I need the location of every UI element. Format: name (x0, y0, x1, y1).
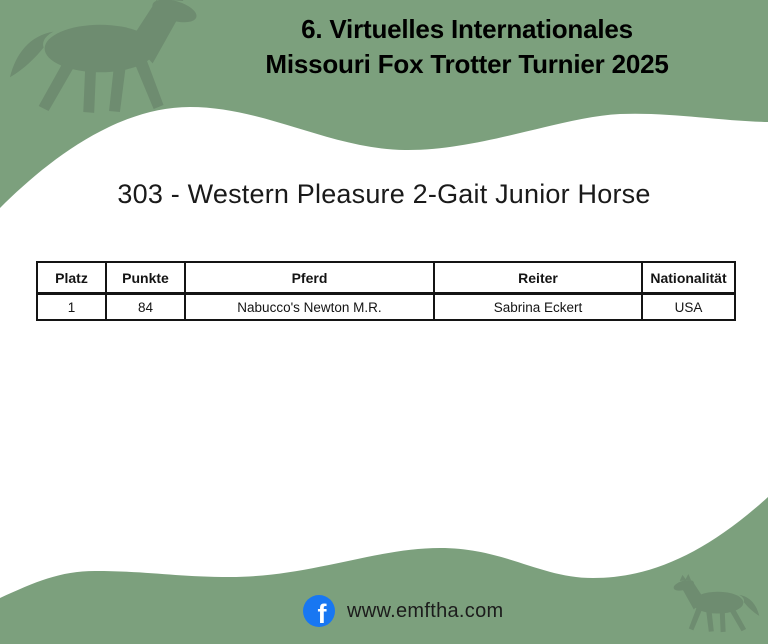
event-title-line1: 6. Virtuelles Internationales (301, 14, 633, 44)
column-header-reiter: Reiter (433, 261, 643, 295)
website-url: www.emftha.com (347, 600, 504, 622)
cell-pferd: Nabucco's Newton M.R. (184, 292, 435, 321)
facebook-icon: f (303, 595, 335, 627)
results-table-container: Platz Punkte Pferd Reiter Nationalität 1… (36, 261, 736, 321)
cell-reiter: Sabrina Eckert (433, 292, 643, 321)
cell-punkte: 84 (105, 292, 186, 321)
column-header-pferd: Pferd (184, 261, 435, 295)
table-header-row: Platz Punkte Pferd Reiter Nationalität (36, 261, 736, 295)
cell-platz: 1 (36, 292, 107, 321)
cell-nationalitaet: USA (641, 292, 736, 321)
horse-silhouette-icon (672, 574, 760, 633)
top-wave-band (0, 0, 768, 208)
results-table: Platz Punkte Pferd Reiter Nationalität 1… (36, 261, 736, 321)
table-row: 1 84 Nabucco's Newton M.R. Sabrina Ecker… (36, 292, 736, 321)
bottom-wave-band (0, 497, 768, 644)
column-header-punkte: Punkte (105, 261, 186, 295)
event-title-line2: Missouri Fox Trotter Turnier 2025 (265, 49, 669, 79)
column-header-platz: Platz (36, 261, 107, 295)
class-heading: 303 - Western Pleasure 2-Gait Junior Hor… (117, 179, 651, 209)
event-title: 6. Virtuelles Internationales Missouri F… (168, 12, 766, 82)
column-header-nationalitaet: Nationalität (641, 261, 736, 295)
facebook-f-glyph: f (317, 599, 327, 627)
